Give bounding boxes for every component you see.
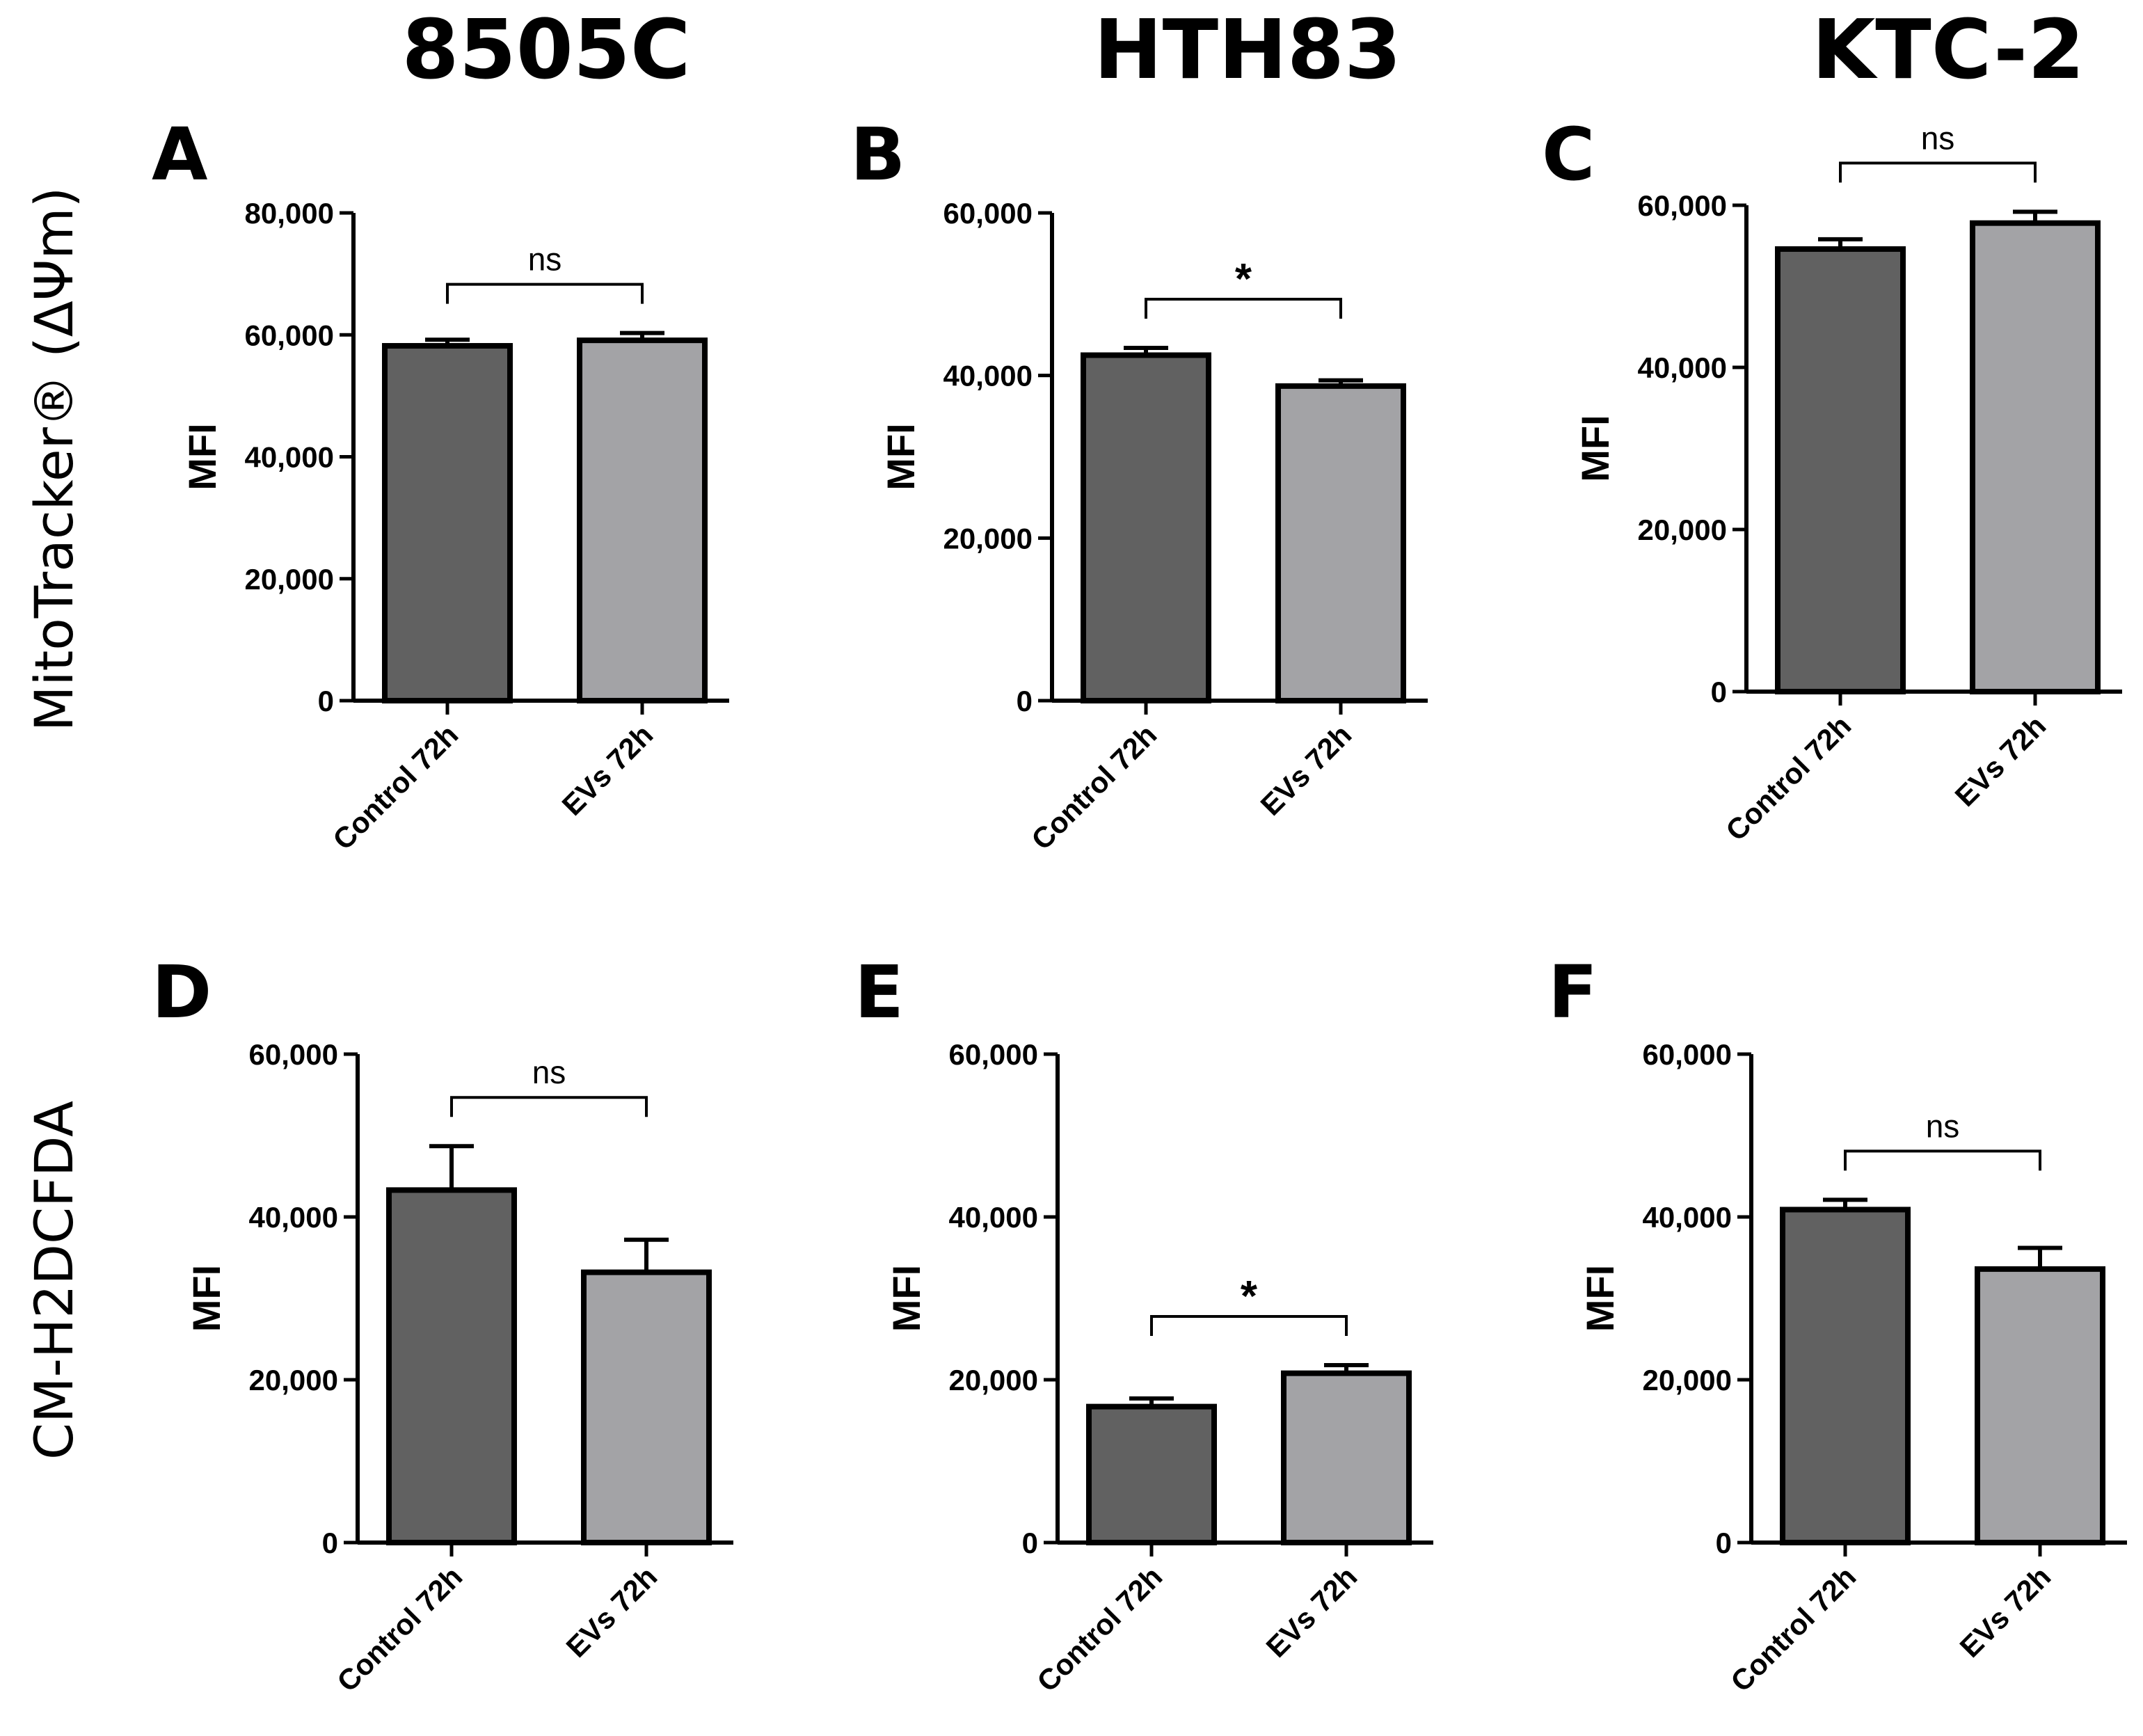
bar-control <box>1775 246 1906 695</box>
panels: 0 20,000 40,000 60,000 80,000 MFI Control 72h E… <box>180 120 2127 1698</box>
y-tick-label: 0 <box>1711 676 1727 708</box>
significance-label: ns <box>1926 1108 1960 1144</box>
y-tick-label: 0 <box>322 1527 338 1559</box>
bar-control <box>382 343 513 703</box>
x-tick-label: EVs 72h <box>560 1560 664 1664</box>
bar-control <box>1780 1207 1911 1545</box>
x-tick-label: EVs 72h <box>1254 718 1358 822</box>
column-title-hth83: HTH83 <box>1094 1 1401 97</box>
y-tick-label: 20,000 <box>245 563 334 596</box>
x-tick-label: Control 72h <box>1030 1560 1168 1698</box>
y-tick-label: 20,000 <box>1643 1364 1732 1396</box>
significance-label: * <box>1235 255 1252 303</box>
x-tick-label: EVs 72h <box>1949 709 2053 813</box>
bar-evs <box>1281 1370 1412 1546</box>
y-tick-label: 40,000 <box>943 360 1033 392</box>
chart-panel-e: 0 20,000 40,000 60,000 MFI Control 72h EVs 72h… <box>884 1038 1433 1698</box>
column-title-8505c: 8505C <box>401 1 690 97</box>
panel-label-d: D <box>152 950 212 1035</box>
bar-evs <box>1975 1266 2105 1545</box>
y-tick-label: 20,000 <box>1638 513 1727 546</box>
y-axis-label: MFI <box>180 423 224 490</box>
row-title-cm-h2dcfda: CM-H2DCFDA <box>23 1101 85 1460</box>
x-tick-label: Control 72h <box>330 1560 468 1698</box>
y-axis-label: MFI <box>1578 1265 1622 1332</box>
chart-panel-c: 0 20,000 40,000 60,000 MFI Control 72h EVs 72h… <box>1573 120 2122 847</box>
panel-label-c: C <box>1542 112 1595 197</box>
x-tick-label: Control 72h <box>1719 709 1857 847</box>
y-tick-label: 0 <box>318 685 334 717</box>
y-tick-label: 0 <box>1022 1527 1038 1559</box>
chart-panel-a: 0 20,000 40,000 60,000 80,000 MFI Control 72h E… <box>180 197 729 856</box>
y-tick-label: 40,000 <box>1638 351 1727 384</box>
y-axis-label: MFI <box>184 1265 228 1332</box>
bar-control <box>386 1187 517 1545</box>
significance-bracket <box>1839 161 2037 183</box>
significance-label: ns <box>528 241 562 278</box>
x-tick-label: Control 72h <box>1724 1560 1862 1698</box>
chart-panel-d: 0 20,000 40,000 60,000 MFI Control 72h EVs 72h… <box>184 1038 733 1698</box>
y-tick-label: 60,000 <box>949 1038 1038 1071</box>
y-tick-label: 80,000 <box>245 197 334 230</box>
y-axis-label: MFI <box>884 1265 928 1332</box>
panel-label-e: E <box>854 950 904 1035</box>
significance-bracket <box>1145 297 1342 319</box>
chart-panel-f: 0 20,000 40,000 60,000 MFI Control 72h EVs 72h… <box>1578 1038 2127 1698</box>
x-tick-label: EVs 72h <box>556 718 660 822</box>
significance-bracket <box>450 1096 648 1117</box>
bar-evs <box>581 1269 712 1546</box>
panel-label-a: A <box>152 112 208 197</box>
significance-bracket <box>1150 1314 1348 1336</box>
significance-bracket <box>446 282 644 304</box>
y-tick-label: 40,000 <box>949 1201 1038 1234</box>
x-tick-label: EVs 72h <box>1954 1560 2057 1664</box>
bar-evs <box>1275 383 1406 703</box>
y-tick-label: 20,000 <box>949 1364 1038 1396</box>
y-tick-label: 0 <box>1017 685 1033 717</box>
row-title-mitotracker: MitoTracker® (ΔΨm) <box>23 187 85 731</box>
significance-label: ns <box>532 1054 566 1090</box>
significance-label: * <box>1241 1273 1258 1321</box>
panel-label-f: F <box>1548 950 1598 1035</box>
y-axis-label: MFI <box>879 423 923 490</box>
panel-label-b: B <box>850 112 905 197</box>
y-tick-label: 60,000 <box>249 1038 338 1071</box>
x-tick-label: Control 72h <box>1025 718 1163 856</box>
bar-evs <box>1970 220 2101 694</box>
x-tick-label: Control 72h <box>326 718 464 856</box>
chart-panel-b: 0 20,000 40,000 60,000 MFI Control 72h EVs 72h… <box>879 197 1428 856</box>
y-tick-label: 60,000 <box>943 197 1033 230</box>
y-axis-label: MFI <box>1573 415 1617 481</box>
significance-bracket <box>1844 1149 2041 1171</box>
bar-control <box>1086 1403 1217 1545</box>
y-tick-label: 40,000 <box>249 1201 338 1234</box>
y-tick-label: 40,000 <box>1643 1201 1732 1234</box>
y-tick-label: 40,000 <box>245 441 334 474</box>
bar-evs <box>577 337 708 704</box>
bar-control <box>1081 352 1211 703</box>
y-tick-label: 0 <box>1716 1527 1732 1559</box>
y-tick-label: 20,000 <box>943 522 1033 555</box>
y-tick-label: 20,000 <box>249 1364 338 1396</box>
x-tick-label: EVs 72h <box>1260 1560 1364 1664</box>
y-tick-label: 60,000 <box>245 319 334 351</box>
significance-label: ns <box>1921 120 1955 156</box>
y-tick-label: 60,000 <box>1638 189 1727 222</box>
column-title-ktc2: KTC-2 <box>1812 1 2085 97</box>
y-tick-label: 60,000 <box>1643 1038 1732 1071</box>
